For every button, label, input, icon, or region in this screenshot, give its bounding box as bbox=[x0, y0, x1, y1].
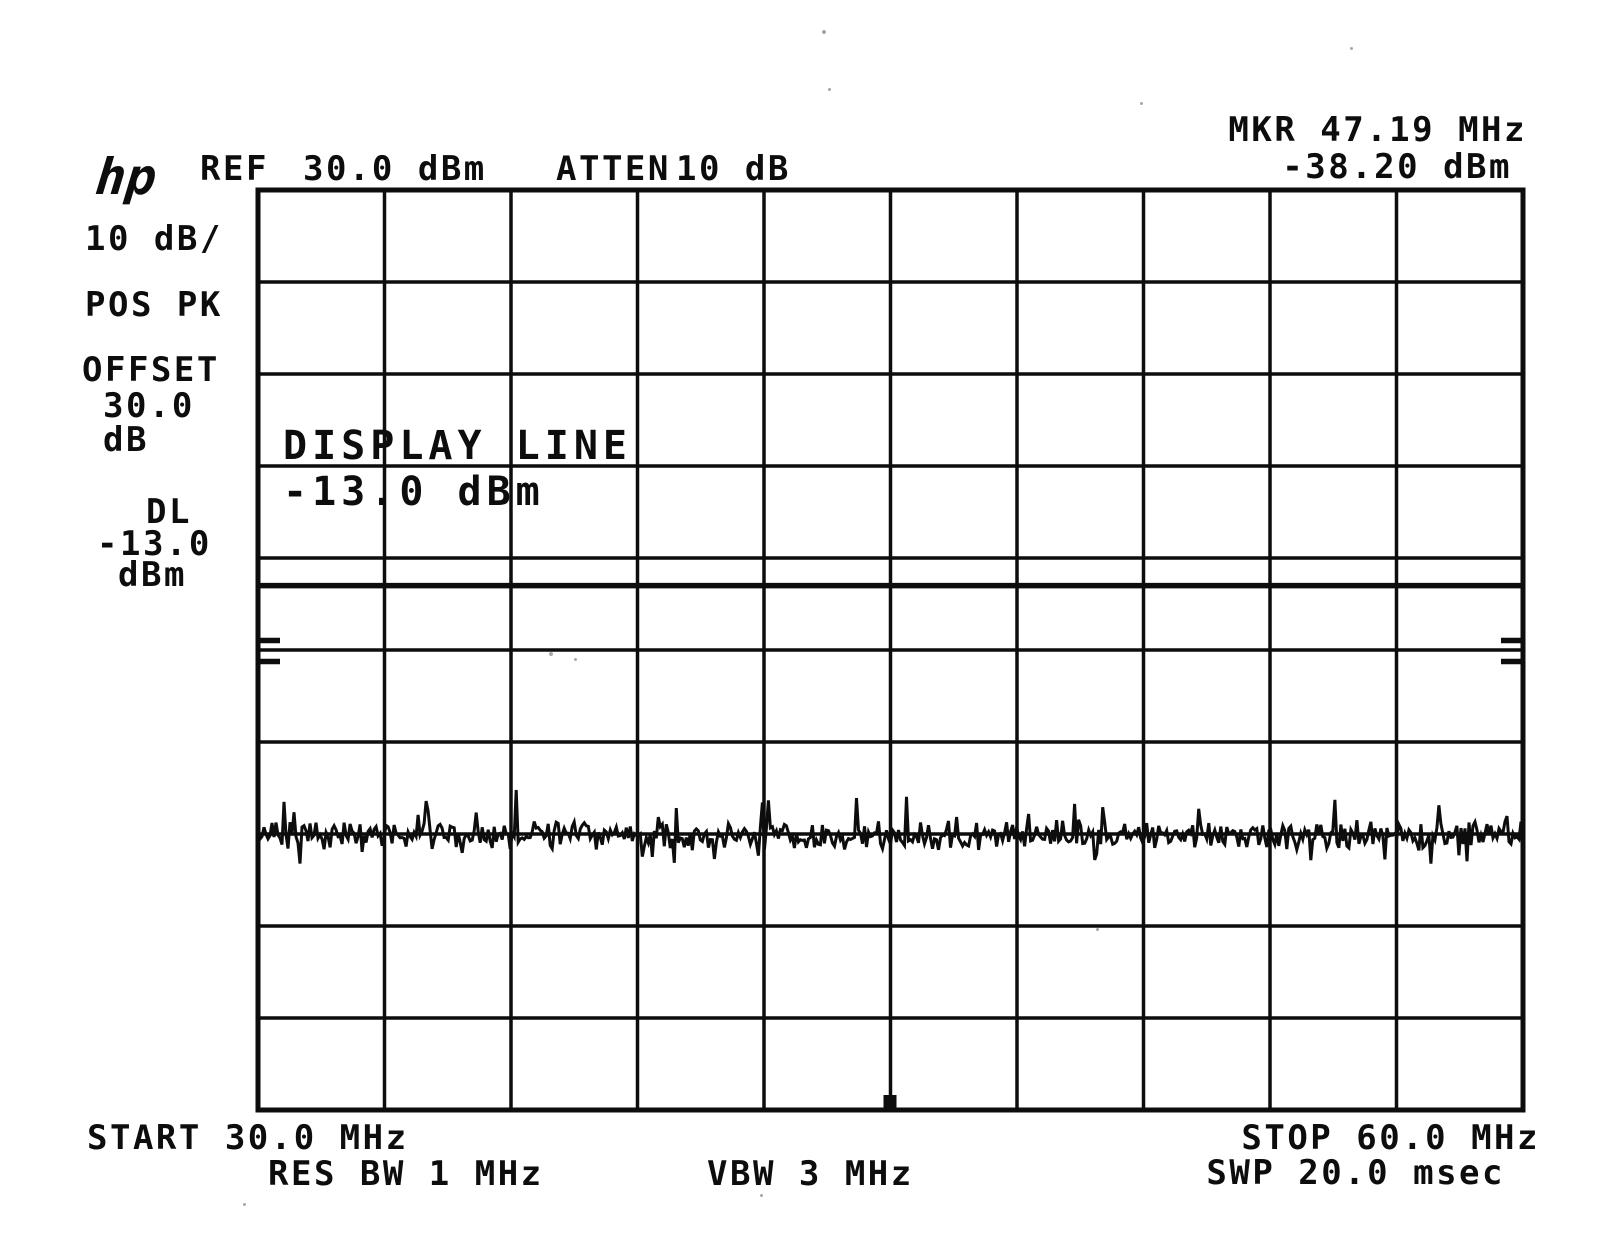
display-line-value: -13.0 bbox=[97, 524, 212, 564]
display-line-annotation-value: -13.0 dBm bbox=[283, 469, 545, 515]
res-bw-label: RES BW 1 MHz bbox=[268, 1154, 544, 1194]
scan-speck bbox=[243, 1203, 246, 1206]
ref-level-value: 30.0 dBm bbox=[303, 149, 487, 189]
stop-frequency-label: STOP 60.0 MHz bbox=[1241, 1118, 1540, 1158]
marker-frequency-readout: MKR 47.19 MHz bbox=[1228, 110, 1527, 150]
scan-speck bbox=[574, 658, 577, 661]
noise-trace bbox=[256, 789, 1525, 864]
scan-speck bbox=[828, 88, 831, 91]
vbw-label: VBW 3 MHz bbox=[707, 1154, 914, 1194]
marker-amplitude-readout: -38.20 dBm bbox=[1282, 147, 1512, 187]
ref-offset-label: OFFSET bbox=[82, 350, 220, 390]
scan-speck bbox=[1140, 102, 1143, 105]
ref-offset-value: 30.0 bbox=[103, 386, 195, 426]
scan-speck bbox=[1350, 47, 1353, 50]
scan-speck bbox=[760, 1194, 763, 1197]
start-frequency-label: START 30.0 MHz bbox=[87, 1118, 409, 1158]
scale-per-div-label: 10 dB/ bbox=[85, 219, 223, 259]
scan-speck bbox=[1096, 928, 1099, 931]
atten-label: ATTEN bbox=[556, 149, 671, 189]
hp-logo: hp bbox=[92, 148, 160, 206]
display-line-label: DL bbox=[146, 492, 192, 532]
display-line-annotation-title: DISPLAY LINE bbox=[283, 423, 632, 469]
scan-speck bbox=[822, 30, 826, 34]
atten-value: 10 dB bbox=[676, 149, 791, 189]
sweep-time-label: SWP 20.0 msec bbox=[1206, 1153, 1505, 1193]
detector-mode-label: POS PK bbox=[85, 285, 223, 325]
ref-level-label: REF bbox=[200, 149, 269, 189]
scan-speck bbox=[549, 652, 553, 656]
ref-offset-unit: dB bbox=[103, 420, 149, 460]
graticule-plot-area bbox=[255, 187, 1526, 1113]
display-line-unit: dBm bbox=[118, 555, 187, 595]
